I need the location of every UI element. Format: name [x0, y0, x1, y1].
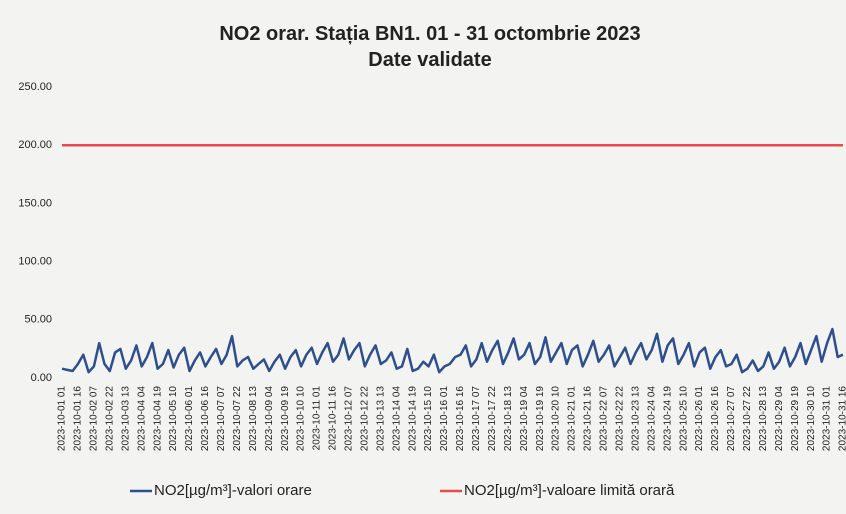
x-tick-label: 2023-10-12 07 — [344, 386, 355, 451]
x-tick-label: 2023-10-14 19 — [407, 386, 418, 451]
x-tick-label: 2023-10-27 07 — [726, 386, 737, 451]
x-tick-label: 2023-10-31 01 — [822, 386, 833, 451]
y-tick-label: 200.00 — [18, 139, 52, 151]
x-tick-label: 2023-10-02 22 — [104, 386, 115, 451]
x-tick-label: 2023-10-21 01 — [567, 386, 578, 451]
x-tick-label: 2023-10-27 22 — [742, 386, 753, 451]
x-tick-label: 2023-10-09 19 — [280, 386, 291, 451]
legend-label: NO2[µg/m³]-valori orare — [154, 482, 312, 499]
x-tick-label: 2023-10-24 04 — [646, 386, 657, 451]
x-tick-label: 2023-10-12 22 — [359, 386, 370, 451]
x-tick-label: 2023-10-09 04 — [264, 386, 275, 451]
x-tick-label: 2023-10-16 16 — [455, 386, 466, 451]
y-tick-label: 150.00 — [18, 197, 52, 209]
y-tick-label: 250.00 — [18, 81, 52, 93]
x-tick-label: 2023-10-16 01 — [439, 386, 450, 451]
x-tick-label: 2023-10-13 13 — [375, 386, 386, 451]
x-tick-label: 2023-10-30 10 — [806, 386, 817, 451]
x-tick-label: 2023-10-21 16 — [583, 386, 594, 451]
x-tick-label: 2023-10-04 19 — [152, 386, 163, 451]
x-tick-label: 2023-10-26 16 — [710, 386, 721, 451]
x-tick-label: 2023-10-22 22 — [614, 386, 625, 451]
x-tick-label: 2023-10-25 10 — [678, 386, 689, 451]
x-tick-label: 2023-10-26 01 — [694, 386, 705, 451]
x-tick-label: 2023-10-19 19 — [535, 386, 546, 451]
x-tick-label: 2023-10-14 04 — [391, 386, 402, 451]
x-tick-label: 2023-10-18 13 — [503, 386, 514, 451]
x-tick-label: 2023-10-08 13 — [248, 386, 259, 451]
x-tick-label: 2023-10-02 07 — [89, 386, 100, 451]
x-tick-label: 2023-10-06 16 — [200, 386, 211, 451]
x-tick-label: 2023-10-17 07 — [471, 386, 482, 451]
x-tick-label: 2023-10-05 10 — [168, 386, 179, 451]
x-tick-label: 2023-10-11 16 — [328, 386, 339, 451]
x-tick-label: 2023-10-20 10 — [551, 386, 562, 451]
x-tick-label: 2023-10-01 01 — [57, 386, 68, 451]
chart-subtitle: Date validate — [368, 49, 491, 71]
x-tick-label: 2023-10-28 13 — [758, 386, 769, 451]
x-tick-label: 2023-10-22 07 — [599, 386, 610, 451]
x-tick-label: 2023-10-29 19 — [790, 386, 801, 451]
x-tick-label: 2023-10-01 16 — [73, 386, 84, 451]
x-tick-label: 2023-10-11 01 — [312, 386, 323, 451]
x-tick-label: 2023-10-04 04 — [136, 386, 147, 451]
x-tick-label: 2023-10-24 19 — [662, 386, 673, 451]
x-tick-label: 2023-10-07 07 — [216, 386, 227, 451]
x-tick-label: 2023-10-23 13 — [630, 386, 641, 451]
y-tick-label: 0.00 — [31, 372, 52, 384]
x-tick-label: 2023-10-15 10 — [423, 386, 434, 451]
x-tick-label: 2023-10-07 22 — [232, 386, 243, 451]
line-series — [61, 327, 844, 374]
x-tick-label: 2023-10-19 04 — [519, 386, 530, 451]
x-tick-label: 2023-10-06 01 — [184, 386, 195, 451]
legend-label: NO2[µg/m³]-valoare limită orară — [464, 482, 675, 499]
y-tick-label: 100.00 — [18, 256, 52, 268]
x-tick-label: 2023-10-29 04 — [774, 386, 785, 451]
x-tick-label: 2023-10-31 16 — [838, 386, 846, 451]
x-tick-label: 2023-10-17 22 — [487, 386, 498, 451]
chart-title: NO2 orar. Stația BN1. 01 - 31 octombrie … — [219, 23, 640, 45]
x-tick-label: 2023-10-10 10 — [296, 386, 307, 451]
x-tick-label: 2023-10-03 13 — [120, 386, 131, 451]
y-tick-label: 50.00 — [24, 314, 52, 326]
